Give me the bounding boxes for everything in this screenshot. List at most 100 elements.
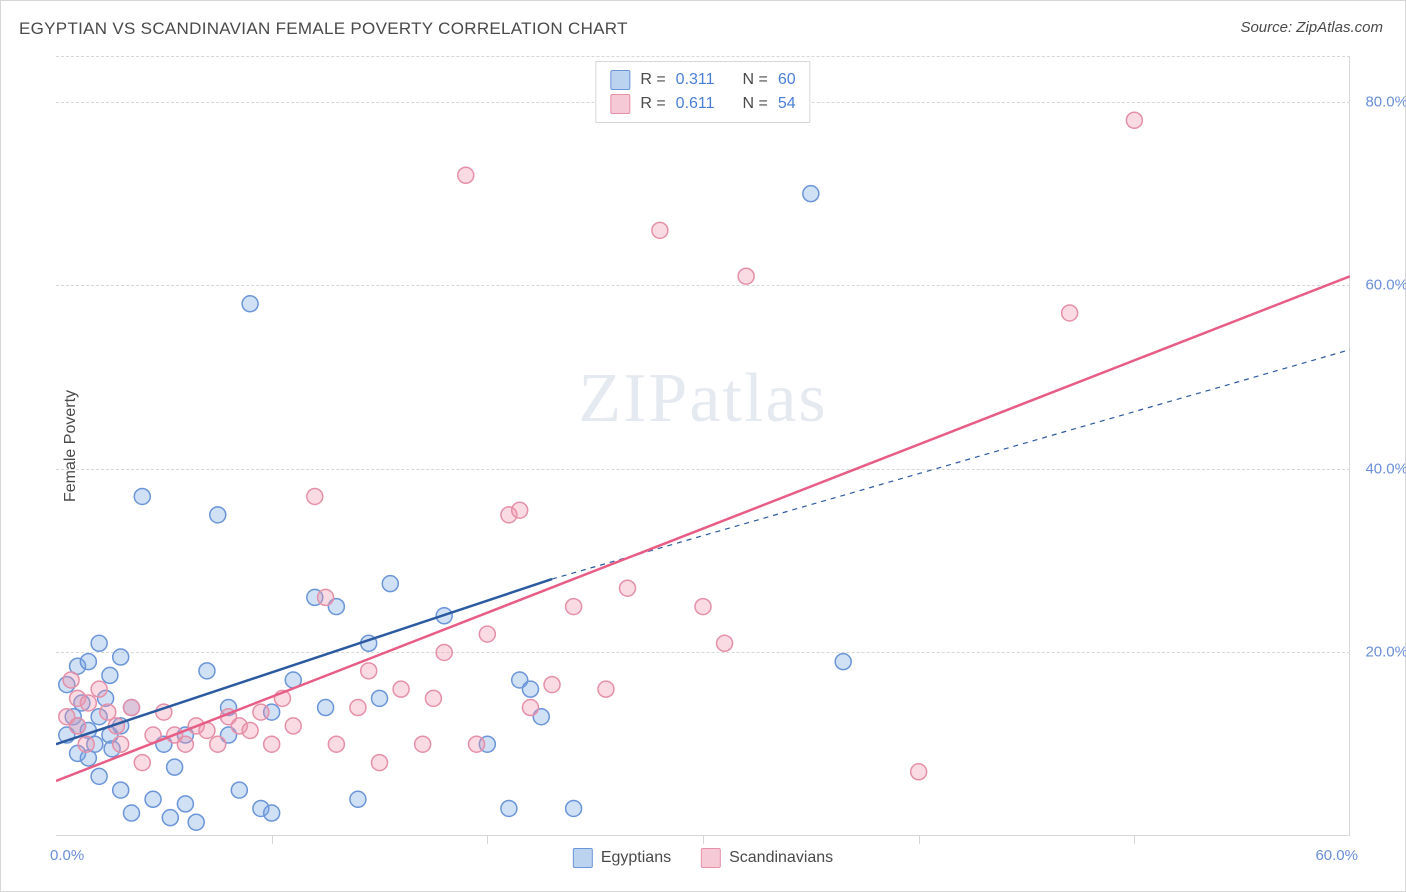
scatter-point-scandinavians [436,644,452,660]
y-tick-label: 60.0% [1365,277,1406,294]
scatter-point-egyptians [350,791,366,807]
scatter-point-scandinavians [522,700,538,716]
R-value-series1: 0.311 [676,71,715,89]
scatter-point-scandinavians [361,663,377,679]
stats-row-series1: R = 0.311 N = 60 [610,68,795,92]
scatter-point-scandinavians [91,681,107,697]
x-tick [1134,836,1135,844]
legend-item-series1: Egyptians [573,848,671,868]
scatter-point-scandinavians [695,599,711,615]
scatter-point-egyptians [231,782,247,798]
scatter-point-egyptians [210,507,226,523]
R-label: R = [640,71,665,89]
scatter-point-egyptians [382,576,398,592]
scatter-point-scandinavians [1062,305,1078,321]
swatch-series1-bottom [573,848,593,868]
scatter-point-scandinavians [738,268,754,284]
scatter-point-egyptians [199,663,215,679]
scatter-point-scandinavians [78,736,94,752]
scatter-point-scandinavians [566,599,582,615]
scatter-point-egyptians [803,186,819,202]
legend-label-series1: Egyptians [601,849,671,867]
x-tick [703,836,704,844]
scatter-point-scandinavians [80,695,96,711]
trendline-egyptians [56,579,552,744]
scatter-point-egyptians [522,681,538,697]
scatter-point-egyptians [372,690,388,706]
scatter-point-scandinavians [318,589,334,605]
scatter-point-egyptians [145,791,161,807]
scatter-point-egyptians [91,635,107,651]
scatter-point-egyptians [113,649,129,665]
scatter-point-scandinavians [177,736,193,752]
scatter-point-scandinavians [393,681,409,697]
chart-title: EGYPTIAN VS SCANDINAVIAN FEMALE POVERTY … [19,19,628,39]
scatter-point-scandinavians [512,502,528,518]
scatter-point-egyptians [91,768,107,784]
chart-container: EGYPTIAN VS SCANDINAVIAN FEMALE POVERTY … [0,0,1406,892]
R-value-series2: 0.611 [676,95,715,113]
scatter-point-scandinavians [328,736,344,752]
x-origin-label: 0.0% [50,847,84,864]
scatter-point-egyptians [80,654,96,670]
scatter-point-egyptians [167,759,183,775]
scatter-point-scandinavians [285,718,301,734]
scatter-point-scandinavians [242,722,258,738]
scatter-point-scandinavians [372,755,388,771]
bottom-legend: Egyptians Scandinavians [573,848,833,868]
scatter-point-egyptians [113,782,129,798]
scatter-point-scandinavians [620,580,636,596]
scatter-point-egyptians [835,654,851,670]
N-value-series2: 54 [778,95,796,113]
y-tick-label: 80.0% [1365,93,1406,110]
stats-row-series2: R = 0.611 N = 54 [610,92,795,116]
trendline-scandinavians [56,276,1350,781]
scatter-point-egyptians [162,810,178,826]
swatch-series2 [610,94,630,114]
scatter-point-scandinavians [598,681,614,697]
scatter-point-egyptians [566,800,582,816]
scatter-point-egyptians [242,296,258,312]
swatch-series1 [610,70,630,90]
scatter-point-scandinavians [63,672,79,688]
plot-area: ZIPatlas R = 0.311 N = 60 R = 0.611 N = … [56,56,1350,836]
N-value-series1: 60 [778,71,796,89]
scatter-point-scandinavians [458,167,474,183]
x-tick [272,836,273,844]
scatter-point-scandinavians [123,700,139,716]
scatter-point-egyptians [318,700,334,716]
N-label: N = [743,95,768,113]
scatter-point-scandinavians [307,488,323,504]
scatter-point-scandinavians [1126,112,1142,128]
legend-item-series2: Scandinavians [701,848,833,868]
y-tick-label: 20.0% [1365,644,1406,661]
legend-label-series2: Scandinavians [729,849,833,867]
scatter-point-scandinavians [350,700,366,716]
scatter-point-scandinavians [264,736,280,752]
scatter-point-scandinavians [113,736,129,752]
x-tick [919,836,920,844]
scatter-point-scandinavians [210,736,226,752]
y-tick-label: 40.0% [1365,460,1406,477]
scatter-point-scandinavians [70,718,86,734]
scatter-point-scandinavians [652,222,668,238]
scatter-svg [56,56,1350,836]
source-attribution: Source: ZipAtlas.com [1240,19,1383,36]
x-tick [487,836,488,844]
scatter-point-egyptians [102,667,118,683]
scatter-point-egyptians [264,805,280,821]
R-label: R = [640,95,665,113]
scatter-point-scandinavians [911,764,927,780]
scatter-point-scandinavians [134,755,150,771]
scatter-point-egyptians [177,796,193,812]
x-max-label: 60.0% [1315,847,1358,864]
scatter-point-scandinavians [479,626,495,642]
scatter-point-egyptians [188,814,204,830]
N-label: N = [743,71,768,89]
scatter-point-egyptians [501,800,517,816]
scatter-point-scandinavians [469,736,485,752]
trendline-ext-egyptians [552,350,1350,579]
scatter-point-scandinavians [415,736,431,752]
scatter-point-scandinavians [544,677,560,693]
scatter-point-egyptians [134,488,150,504]
